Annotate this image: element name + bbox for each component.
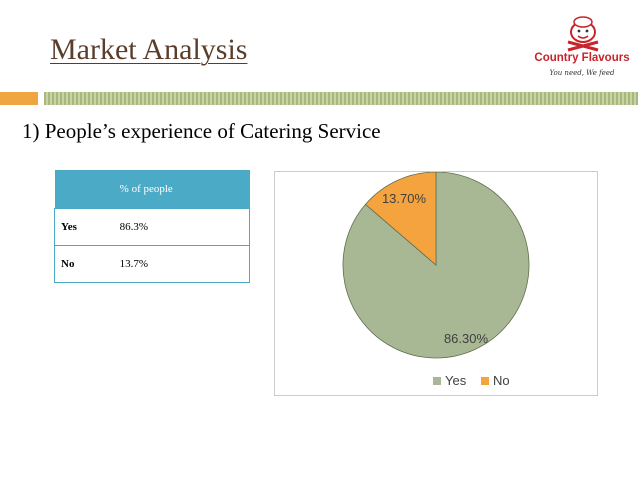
section-subtitle: 1) People’s experience of Catering Servi… bbox=[22, 119, 381, 143]
pie-slice-yes bbox=[342, 172, 530, 359]
table-header-row: % of people bbox=[54, 170, 250, 209]
table-row: Yes 86.3% bbox=[53, 208, 250, 246]
table-cell-value: 86.3% bbox=[113, 208, 250, 246]
page-title: Market Analysis bbox=[50, 33, 248, 66]
table-row: No 13.7% bbox=[53, 245, 250, 283]
brand-logo: Country Flavours You need, We feed bbox=[528, 12, 638, 84]
legend-swatch-yes bbox=[433, 377, 441, 385]
table-cell-label: Yes bbox=[53, 208, 114, 246]
data-table: % of people Yes 86.3% No 13.7% bbox=[53, 170, 250, 283]
brand-tagline: You need, We feed bbox=[549, 69, 615, 77]
brand-name: Country Flavours bbox=[534, 52, 630, 64]
legend-label-no: No bbox=[493, 373, 510, 388]
pie-chart: 86.30% 13.70% Yes No bbox=[274, 171, 598, 396]
data-label-no: 13.70% bbox=[382, 191, 427, 206]
legend-swatch-no bbox=[481, 377, 489, 385]
table-header-cell bbox=[54, 170, 114, 209]
table-cell-label: No bbox=[53, 245, 114, 283]
divider-bar bbox=[44, 92, 638, 105]
chef-mascot-icon bbox=[567, 16, 599, 52]
legend-label-yes: Yes bbox=[445, 373, 467, 388]
data-label-yes: 86.30% bbox=[444, 331, 489, 346]
pie-slice-no bbox=[364, 172, 437, 266]
table-header-cell: % of people bbox=[113, 170, 250, 209]
pie-chart-svg: 86.30% 13.70% Yes No bbox=[342, 172, 530, 388]
table-cell-value: 13.7% bbox=[113, 245, 250, 283]
accent-bar bbox=[0, 92, 38, 105]
